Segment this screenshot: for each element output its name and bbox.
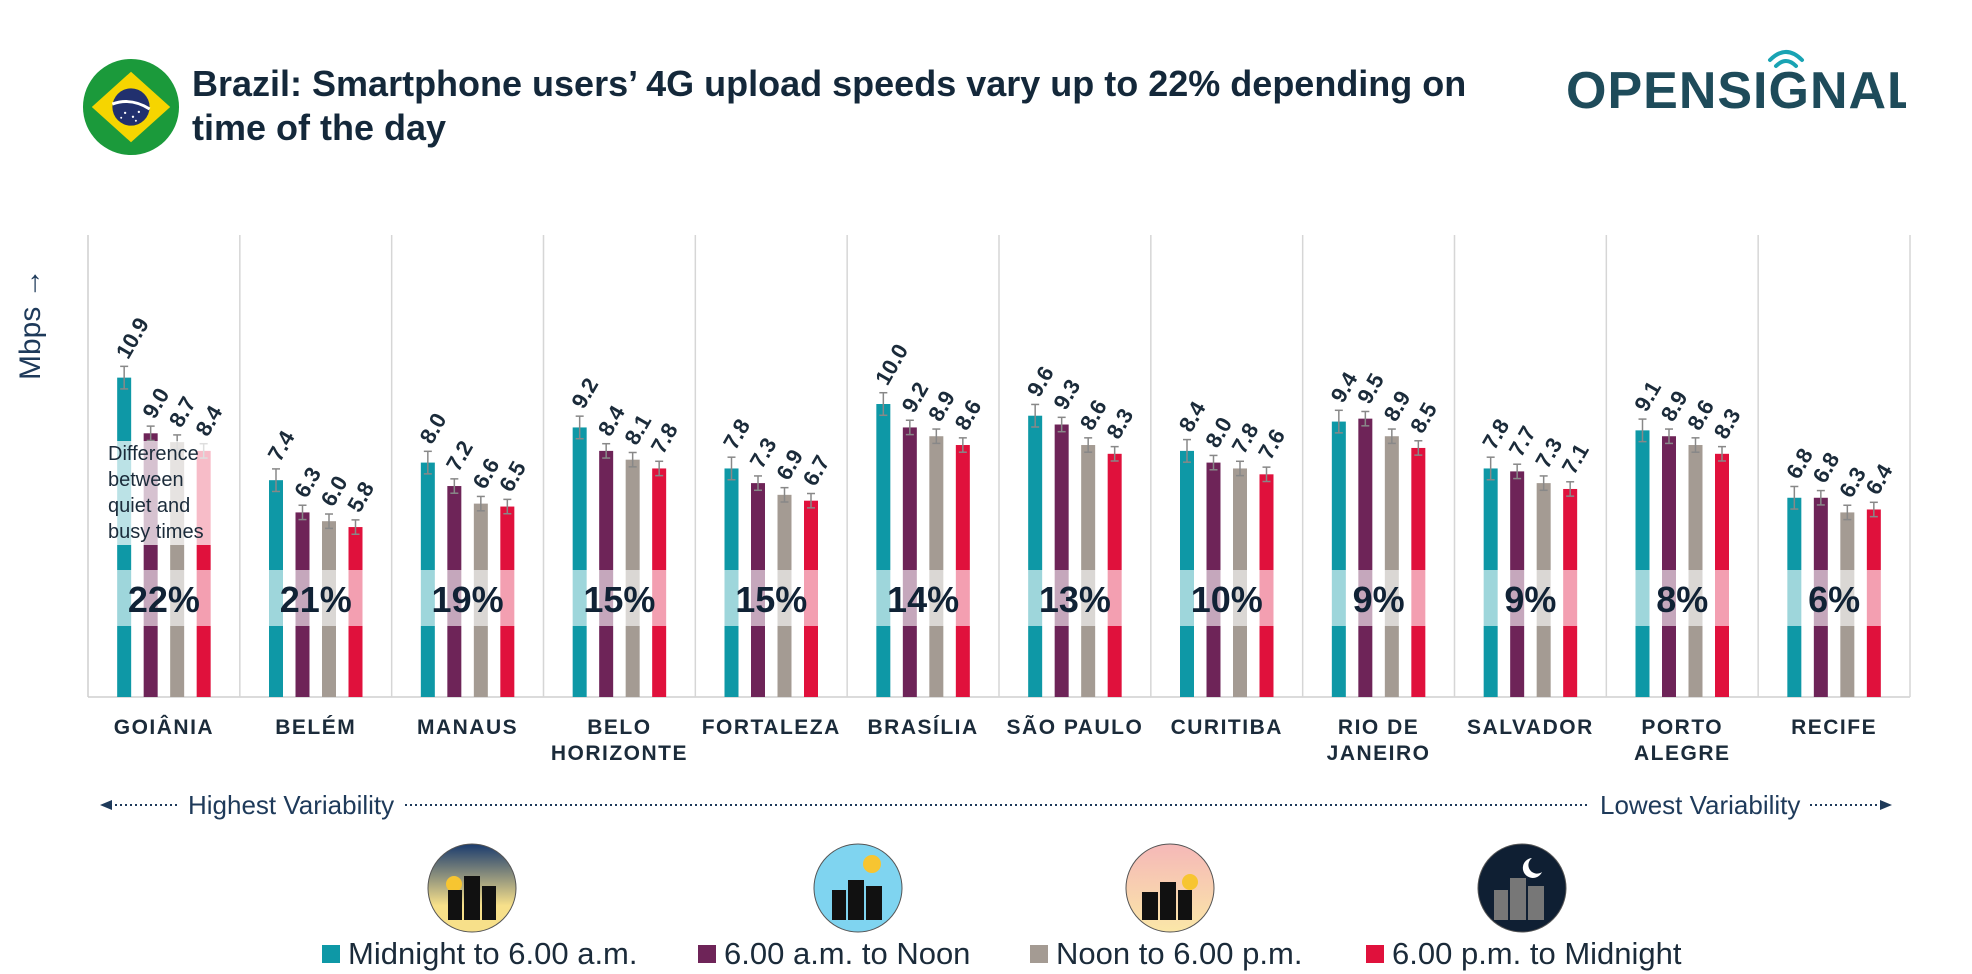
difference-label: 10% bbox=[1191, 579, 1263, 620]
city-label: BELÉM bbox=[275, 716, 356, 739]
bar bbox=[929, 436, 944, 697]
difference-label: 9% bbox=[1504, 579, 1556, 620]
difference-band bbox=[115, 570, 213, 626]
city-label: PORTO bbox=[1641, 716, 1723, 739]
bar bbox=[1384, 436, 1399, 697]
difference-band bbox=[1785, 570, 1883, 626]
lowest-variability-label: Lowest Variability bbox=[1590, 790, 1811, 821]
difference-label: 14% bbox=[887, 579, 959, 620]
legend-item-midnight: Midnight to 6.00 a.m. bbox=[322, 936, 638, 972]
bar bbox=[1331, 421, 1346, 697]
bar bbox=[572, 427, 587, 697]
night-city-moon-icon bbox=[1477, 843, 1567, 933]
city-label: SÃO PAULO bbox=[1007, 716, 1144, 739]
difference-note: Difference between quiet and busy times bbox=[108, 441, 226, 545]
bar bbox=[1358, 418, 1373, 697]
difference-band bbox=[570, 570, 669, 626]
bar bbox=[1635, 430, 1650, 697]
difference-band bbox=[1178, 570, 1276, 626]
brazil-flag-icon bbox=[82, 58, 180, 156]
difference-label: 15% bbox=[583, 579, 655, 620]
legend-swatch bbox=[322, 945, 340, 963]
city-label: RECIFE bbox=[1791, 716, 1877, 739]
difference-band bbox=[418, 570, 517, 626]
city-label: HORIZONTE bbox=[551, 742, 688, 765]
difference-band bbox=[874, 570, 972, 626]
legend-swatch bbox=[1366, 945, 1384, 963]
difference-band bbox=[1633, 570, 1731, 626]
legend-swatch bbox=[1030, 945, 1048, 963]
difference-band bbox=[1329, 570, 1428, 626]
city-label: SALVADOR bbox=[1467, 716, 1594, 739]
opensignal-logo: OPENSIGNAL bbox=[1566, 50, 1906, 118]
difference-label: 19% bbox=[432, 579, 504, 620]
legend-item-morning: 6.00 a.m. to Noon bbox=[698, 936, 970, 972]
legend-swatch bbox=[698, 945, 716, 963]
city-label: FORTALEZA bbox=[702, 716, 841, 739]
city-label: BELO bbox=[587, 716, 651, 739]
difference-label: 15% bbox=[735, 579, 807, 620]
night-city-dawn-icon bbox=[427, 843, 517, 933]
bar bbox=[902, 427, 917, 697]
city-label: ALEGRE bbox=[1634, 742, 1731, 765]
signal-icon bbox=[1768, 50, 1804, 68]
difference-band bbox=[722, 570, 820, 626]
city-label: BRASÍLIA bbox=[867, 716, 978, 739]
city-label: MANAUS bbox=[417, 716, 518, 739]
difference-band bbox=[267, 570, 365, 626]
city-label: JANEIRO bbox=[1327, 742, 1431, 765]
day-city-sun-icon bbox=[813, 843, 903, 933]
difference-band bbox=[1026, 570, 1124, 626]
bar bbox=[1662, 436, 1676, 697]
afternoon-city-sunset-icon bbox=[1125, 843, 1215, 933]
city-label: CURITIBA bbox=[1171, 716, 1283, 739]
difference-label: 8% bbox=[1656, 579, 1708, 620]
city-label: GOIÂNIA bbox=[114, 715, 214, 739]
city-label: RIO DE bbox=[1338, 716, 1419, 739]
difference-band bbox=[1481, 570, 1580, 626]
difference-label: 9% bbox=[1353, 579, 1405, 620]
highest-variability-label: Highest Variability bbox=[178, 790, 405, 821]
difference-label: 21% bbox=[280, 579, 352, 620]
legend-item-afternoon: Noon to 6.00 p.m. bbox=[1030, 936, 1302, 972]
difference-label: 13% bbox=[1039, 579, 1111, 620]
logo-text: OPENSIGNAL bbox=[1566, 62, 1906, 118]
difference-label: 6% bbox=[1808, 579, 1860, 620]
bar bbox=[1054, 424, 1069, 697]
chart-title: Brazil: Smartphone users’ 4G upload spee… bbox=[192, 63, 1467, 148]
legend-item-evening: 6.00 p.m. to Midnight bbox=[1366, 936, 1682, 972]
bar bbox=[1028, 415, 1043, 697]
difference-label: 22% bbox=[128, 579, 200, 620]
